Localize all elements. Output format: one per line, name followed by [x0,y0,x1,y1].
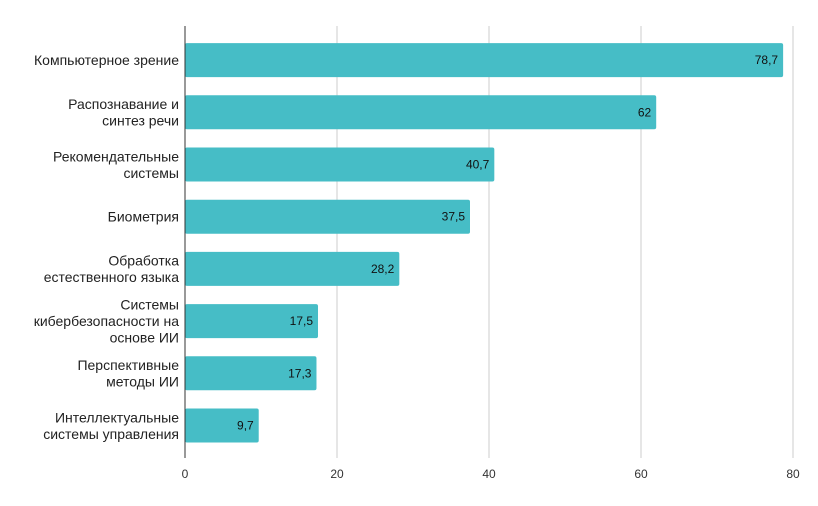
x-tick-label-40: 40 [482,467,496,481]
bar-0 [185,43,784,78]
data-label-7: 9,7 [237,419,254,433]
bar-3 [185,199,470,234]
bar-1 [185,95,657,130]
data-label-5: 17,5 [290,314,314,328]
category-labels: Компьютерное зрение Распознавание и синтез… [34,52,180,442]
category-label-line: основе ИИ [110,330,179,346]
bar-6 [185,356,317,391]
category-label-line: Интеллектуальные [55,409,179,425]
category-label-1: Распознавание и синтез речи [68,96,179,129]
category-label-line: системы [123,165,179,181]
category-label-line: Рекомендательные [53,148,179,164]
bar-4 [185,251,400,286]
category-label-6: Перспективные методы ИИ [77,357,179,390]
data-label-0: 78,7 [755,53,779,67]
category-label-line: синтез речи [102,113,179,129]
category-label-line: методы ИИ [106,374,179,390]
x-tick-label-80: 80 [786,467,800,481]
category-label-3: Биометрия [108,209,179,225]
category-label-line: кибербезопасности на [34,313,180,329]
data-label-4: 28,2 [371,262,395,276]
x-tick-labels: 0 20 40 60 80 [182,467,800,481]
data-label-6: 17,3 [288,366,312,380]
gridlines [336,26,794,458]
bar-2 [185,147,495,182]
category-label-line: системы управления [43,426,179,442]
bar-7 [185,408,259,443]
category-label-line: Обработка [108,253,179,269]
category-label-line: Компьютерное зрение [34,52,179,68]
data-label-3: 37,5 [442,210,466,224]
bar-5 [185,304,318,339]
category-label-line: Распознавание и [68,96,179,112]
category-label-5: Системы кибербезопасности на основе ИИ [34,297,180,346]
category-label-0: Компьютерное зрение [34,52,179,68]
category-label-2: Рекомендательные системы [53,148,179,181]
category-label-4: Обработка естественного языка [44,253,180,286]
category-label-line: естественного языка [44,269,180,285]
data-label-2: 40,7 [466,158,490,172]
data-label-1: 62 [638,105,652,119]
data-labels: 78,7 62 40,7 37,5 28,2 17,5 17,3 9,7 [237,53,778,432]
category-label-7: Интеллектуальные системы управления [43,409,179,442]
x-tick-label-60: 60 [634,467,648,481]
bars [185,43,784,443]
x-tick-label-0: 0 [182,467,189,481]
category-label-line: Перспективные [77,357,179,373]
category-label-line: Биометрия [108,209,179,225]
category-label-line: Системы [120,297,179,313]
x-tick-label-20: 20 [330,467,344,481]
